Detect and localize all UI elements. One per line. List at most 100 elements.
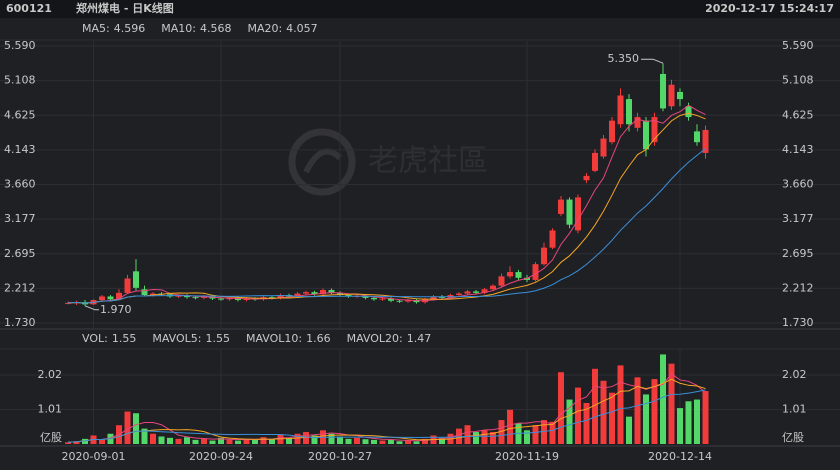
candle-body — [464, 291, 471, 294]
volume-bar — [685, 401, 692, 444]
watermark: 老虎社區 — [368, 144, 488, 179]
candle-body — [660, 73, 666, 109]
y-tick-label: 1.730 — [4, 316, 36, 329]
vol-tick-label: 1.01 — [38, 402, 63, 415]
mavol-line — [67, 389, 706, 443]
volume-bar — [252, 439, 258, 444]
ma-line — [67, 148, 706, 304]
candle-body — [133, 271, 139, 288]
candle-body — [184, 295, 190, 298]
y-tick-label-right: 3.660 — [782, 178, 814, 191]
volume-bar — [294, 433, 301, 444]
candle-body — [626, 99, 632, 125]
legend-name: MAVOL20: — [347, 332, 403, 345]
volume-bar — [660, 354, 666, 444]
candle-body — [388, 298, 394, 301]
candle-body — [116, 292, 122, 300]
candle-body — [541, 247, 547, 265]
candle-body — [600, 138, 607, 157]
candle-body — [277, 295, 284, 298]
candle-body — [583, 175, 590, 181]
volume-bar — [413, 441, 420, 444]
y-tick-label-right: 5.108 — [782, 74, 814, 87]
volume-bar — [600, 380, 607, 444]
x-tick-label: 2020-09-24 — [189, 450, 253, 463]
volume-bar — [243, 439, 250, 444]
volume-bar — [158, 436, 165, 444]
volume-bar — [481, 430, 488, 444]
candle-body — [651, 117, 658, 143]
y-tick-label-right: 4.625 — [782, 108, 814, 121]
y-tick-label: 2.695 — [4, 247, 36, 260]
y-tick-label-right: 2.212 — [782, 281, 814, 294]
candle-body — [498, 276, 505, 286]
volume-bar — [345, 438, 352, 444]
legend-value: 4.596 — [114, 22, 146, 35]
volume-bar — [541, 420, 547, 444]
x-tick-label: 2020-09-01 — [62, 450, 126, 463]
legend-value: 1.55 — [112, 332, 137, 345]
volume-bar — [634, 377, 641, 444]
y-tick-label-right: 2.695 — [782, 247, 814, 260]
volume-bar — [371, 439, 377, 444]
candle-body — [150, 293, 156, 296]
y-tick-label: 5.590 — [4, 39, 36, 52]
candle-body — [694, 131, 700, 143]
volume-bar — [439, 437, 445, 444]
volume-bar — [218, 437, 224, 444]
candle-body — [473, 291, 479, 293]
volume-bar — [694, 399, 700, 444]
volume-bar — [303, 432, 309, 444]
candle-body — [141, 289, 148, 296]
candle-body — [371, 297, 377, 300]
candle-body — [685, 106, 692, 118]
candle-body — [549, 230, 556, 248]
candle-body — [592, 152, 598, 171]
candle-body — [337, 292, 343, 296]
candle-body — [269, 297, 275, 299]
chart-title: 郑州煤电 - 日K线图 — [76, 1, 174, 15]
volume-bar — [209, 440, 216, 444]
vol-tick-label-right: 亿股 — [782, 431, 804, 444]
y-tick-label-right: 5.590 — [782, 39, 814, 52]
volume-bar — [73, 441, 80, 444]
volume-bar — [566, 399, 573, 444]
volume-bar — [464, 425, 471, 444]
y-tick-label-right: 4.143 — [782, 143, 814, 156]
volume-bar — [575, 387, 581, 444]
volume-bar — [192, 439, 199, 444]
volume-bar — [668, 363, 675, 444]
volume-bar — [490, 432, 496, 444]
candle-body — [643, 120, 649, 150]
volume-bar — [677, 408, 683, 444]
legend-name: MA5: — [82, 22, 110, 35]
volume-bar — [167, 437, 173, 444]
candle-body — [532, 264, 539, 280]
volume-bar — [643, 394, 649, 444]
volume-bar — [532, 425, 539, 444]
candle-body — [226, 297, 233, 300]
volume-bar — [507, 409, 513, 444]
candle-body — [218, 298, 224, 300]
legend-name: MAVOL5: — [152, 332, 201, 345]
volume-bar — [82, 438, 88, 444]
annotation-leader — [84, 305, 99, 311]
volume-bar — [405, 440, 411, 444]
candle-body — [430, 296, 437, 300]
vol-tick-label: 亿股 — [40, 431, 62, 444]
candle-body — [405, 300, 411, 302]
volume-bar — [328, 433, 335, 444]
volume-bar — [609, 392, 615, 444]
datetime: 2020-12-17 15:24:17 — [705, 2, 834, 15]
volume-bar — [651, 379, 658, 444]
x-tick-label: 2020-10-27 — [308, 450, 372, 463]
y-tick-label: 4.143 — [4, 143, 36, 156]
volume-bar — [549, 421, 556, 444]
candle-body — [311, 292, 318, 295]
y-tick-label-right: 3.177 — [782, 212, 814, 225]
volume-bar — [592, 368, 598, 444]
candle-body — [192, 297, 199, 299]
candle-body — [175, 295, 182, 297]
volume-bar — [396, 441, 403, 444]
volume-bar — [337, 436, 343, 444]
